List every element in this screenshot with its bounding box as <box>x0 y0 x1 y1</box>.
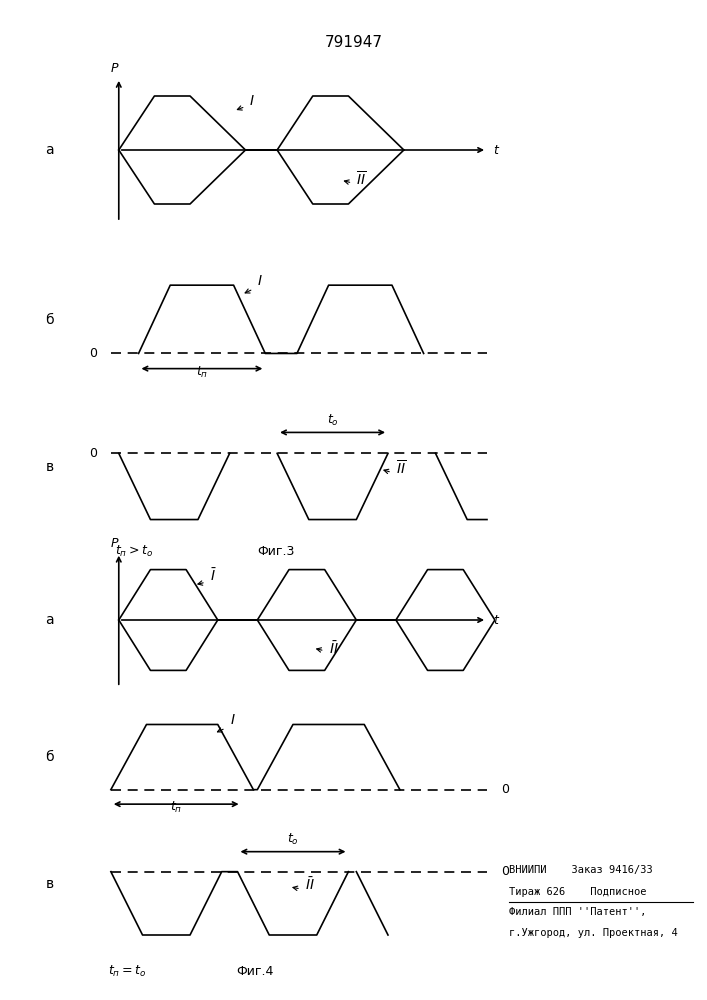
Text: б: б <box>45 312 54 326</box>
Text: t: t <box>493 143 498 156</box>
Text: б: б <box>45 750 54 764</box>
Text: $t_п$: $t_п$ <box>196 364 208 380</box>
Text: $t_o$: $t_o$ <box>327 413 339 428</box>
Text: $t_o$: $t_o$ <box>287 832 299 847</box>
Text: 0: 0 <box>501 783 509 796</box>
Text: в: в <box>45 878 54 892</box>
Text: Тираж 626    Подписное: Тираж 626 Подписное <box>509 887 646 897</box>
Text: $\overline{II}$: $\overline{II}$ <box>356 171 366 189</box>
Text: 0: 0 <box>89 447 97 460</box>
Text: $\bar{I}$: $\bar{I}$ <box>210 567 217 584</box>
Text: а: а <box>45 613 54 627</box>
Text: $I$: $I$ <box>250 94 255 108</box>
Text: г.Ужгород, ул. Проектная, 4: г.Ужгород, ул. Проектная, 4 <box>509 928 678 938</box>
Text: $\bar{II}$: $\bar{II}$ <box>305 876 315 893</box>
Text: P: P <box>111 537 119 550</box>
Text: а: а <box>45 143 54 157</box>
Text: 0: 0 <box>501 865 509 878</box>
Text: $\overline{II}$: $\overline{II}$ <box>396 459 406 477</box>
Text: $I$: $I$ <box>257 274 263 288</box>
Text: $\bar{II}$: $\bar{II}$ <box>329 640 339 657</box>
Text: 0: 0 <box>89 347 97 360</box>
Text: $t_п > t_o$: $t_п > t_o$ <box>115 544 153 559</box>
Text: $t_п = t_o$: $t_п = t_o$ <box>108 964 146 979</box>
Text: в: в <box>45 460 54 474</box>
Text: $t_п$: $t_п$ <box>170 800 182 815</box>
Text: P: P <box>111 62 119 75</box>
Text: ВНИИПИ    Заказ 9416/33: ВНИИПИ Заказ 9416/33 <box>509 865 653 875</box>
Text: Филиал ППП ''Патент'',: Филиал ППП ''Патент'', <box>509 907 646 917</box>
Text: t: t <box>493 613 498 626</box>
Text: 791947: 791947 <box>325 35 382 50</box>
Text: Фиг.4: Фиг.4 <box>236 965 273 978</box>
Text: Фиг.3: Фиг.3 <box>257 545 294 558</box>
Text: $I$: $I$ <box>230 713 235 727</box>
